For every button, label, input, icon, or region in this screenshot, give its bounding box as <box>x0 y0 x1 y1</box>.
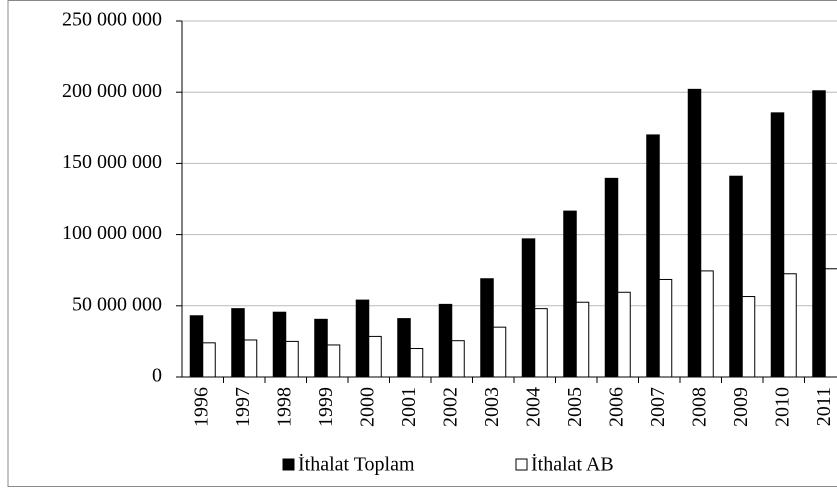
x-tick-label: 2007 <box>647 387 669 427</box>
bar <box>604 177 619 378</box>
bar <box>687 88 702 378</box>
x-tick-label: 2005 <box>564 387 586 427</box>
legend-swatch <box>515 458 528 471</box>
x-tick-label: 2008 <box>688 387 710 427</box>
bar <box>700 270 714 378</box>
x-tick-label: 1999 <box>315 387 337 427</box>
legend-label: İthalat AB <box>531 453 614 476</box>
legend-label: İthalat Toplam <box>298 453 415 476</box>
x-tick-label: 2011 <box>813 387 835 426</box>
bar <box>617 291 631 378</box>
bar <box>272 311 287 378</box>
x-tick-label: 2001 <box>398 387 420 427</box>
bar <box>231 308 245 378</box>
y-tick-label: 200 000 000 <box>62 80 162 102</box>
bar <box>534 308 548 378</box>
x-tick-label: 1997 <box>232 387 254 427</box>
x-tick-label: 2004 <box>522 387 544 427</box>
y-tick-label: 150 000 000 <box>62 151 162 173</box>
bar <box>285 340 299 378</box>
chart-frame <box>7 0 837 487</box>
bar <box>189 315 204 378</box>
bar <box>397 318 411 378</box>
x-tick-label: 1996 <box>190 387 212 427</box>
bar <box>770 112 785 378</box>
bar <box>243 339 258 378</box>
bar <box>521 238 536 378</box>
y-tick-label: 0 <box>152 365 162 387</box>
bar <box>575 301 590 378</box>
bar <box>409 348 424 378</box>
bar <box>658 278 673 378</box>
x-tick-label: 2009 <box>730 387 752 427</box>
bar <box>368 335 382 378</box>
bar <box>783 273 797 378</box>
bar <box>492 326 507 378</box>
y-tick-label: 250 000 000 <box>62 9 162 31</box>
x-tick-label: 2000 <box>356 387 378 427</box>
bar <box>646 134 660 378</box>
bar <box>812 90 826 378</box>
bar <box>355 299 370 378</box>
x-tick-label: 1998 <box>273 387 295 427</box>
y-tick-label: 100 000 000 <box>62 222 162 244</box>
bar <box>729 175 743 378</box>
bar <box>438 303 453 378</box>
bar <box>326 344 341 378</box>
y-tick-label: 50 000 000 <box>72 293 162 315</box>
legend-swatch <box>282 458 295 471</box>
x-tick-label: 2003 <box>481 387 503 427</box>
bar <box>741 296 756 378</box>
bar <box>202 342 216 378</box>
bar <box>563 210 577 378</box>
bar <box>824 268 837 378</box>
x-tick-label: 2002 <box>439 387 461 427</box>
bar <box>480 278 494 378</box>
x-tick-label: 2006 <box>605 387 627 427</box>
bar <box>451 340 465 378</box>
bar <box>314 318 328 378</box>
x-tick-label: 2010 <box>771 387 793 427</box>
